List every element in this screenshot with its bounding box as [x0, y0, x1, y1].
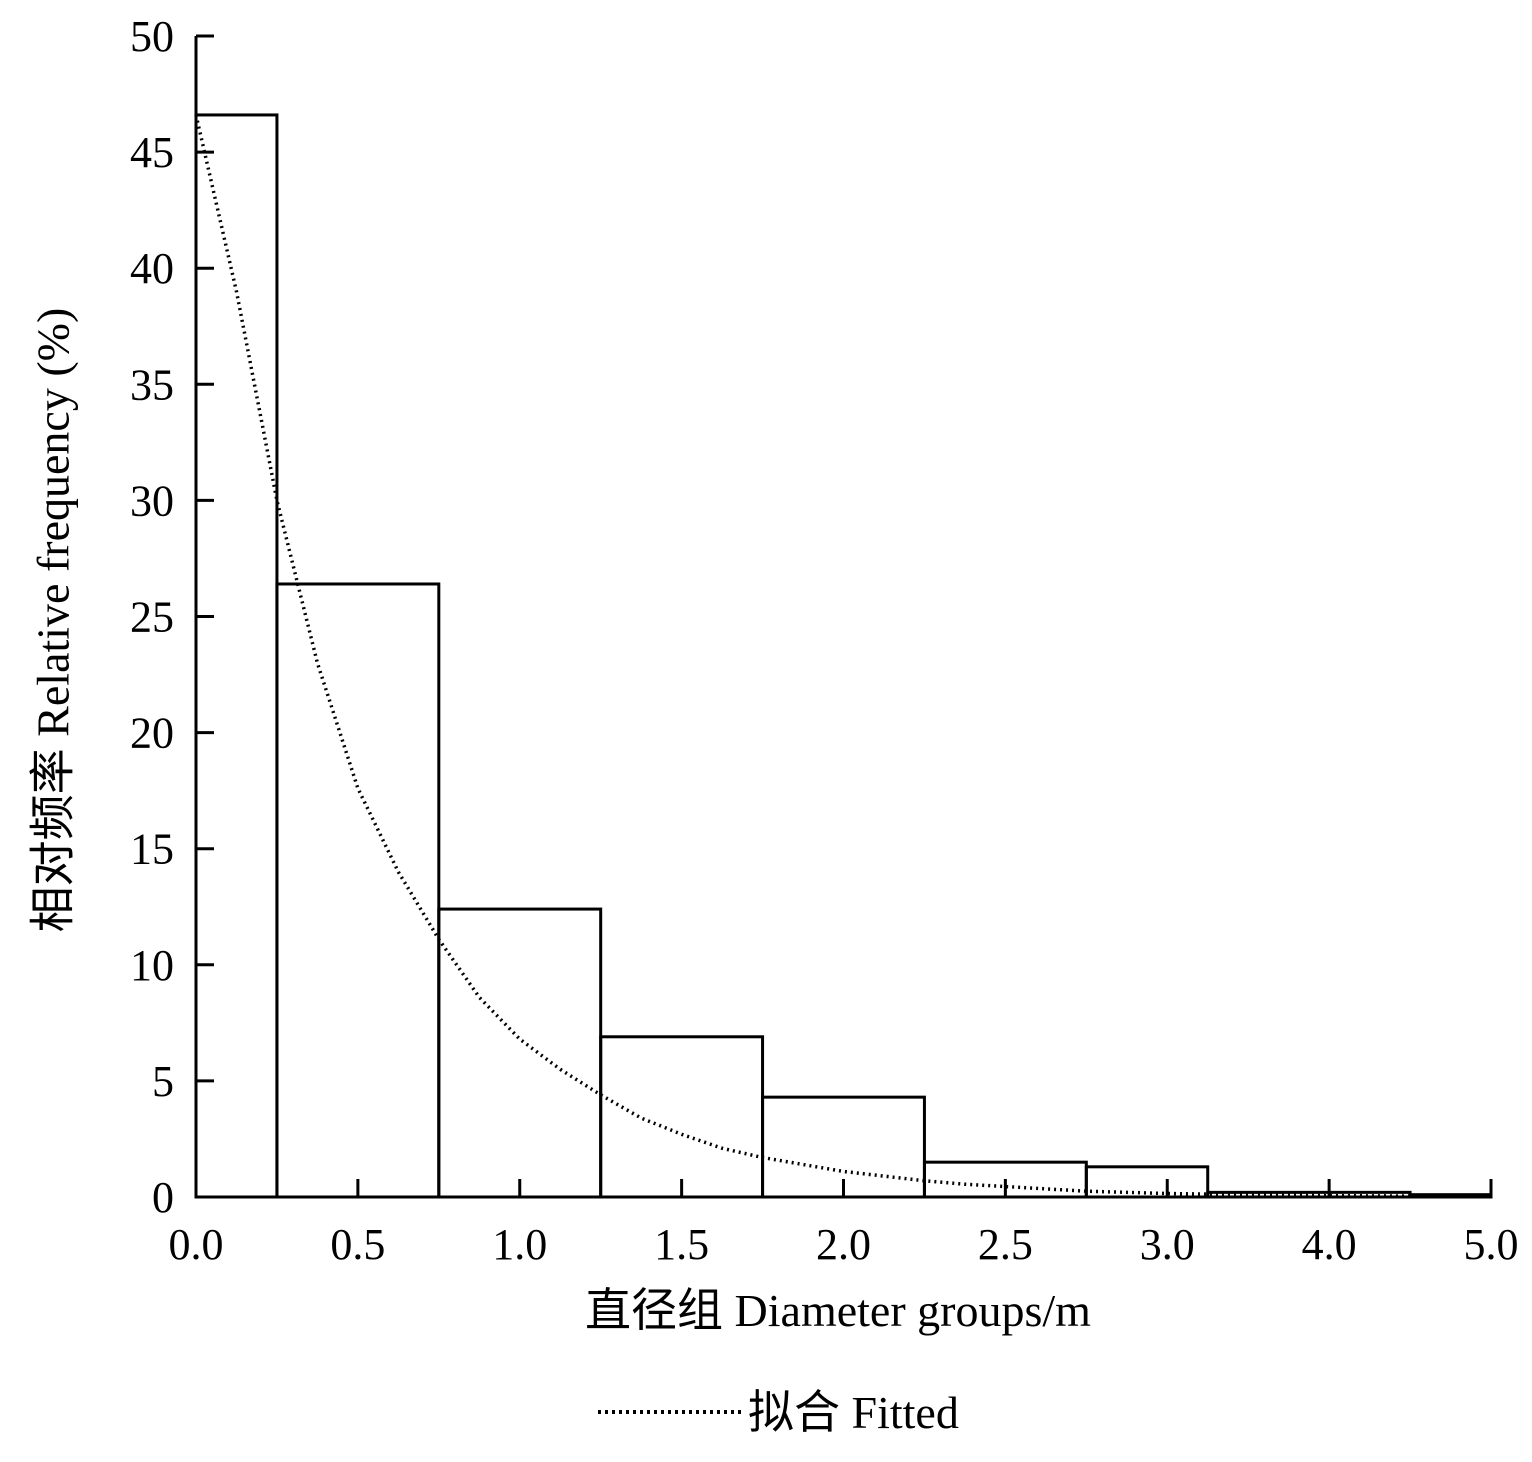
x-tick-label: 2.0 — [816, 1220, 871, 1269]
x-tick-label: 3.0 — [1140, 1220, 1195, 1269]
histogram-bar-0 — [194, 113, 279, 1199]
x-ticks: 0.0 0.5 1.0 1.5 2.0 2.5 3.0 4.0 5.0 — [169, 1179, 1519, 1269]
y-tick-label: 50 — [130, 12, 174, 61]
x-tick-label: 5.0 — [1464, 1220, 1519, 1269]
fitted-curve-layer — [194, 114, 1492, 1199]
y-tick-label: 0 — [152, 1173, 174, 1222]
y-tick-label: 20 — [130, 709, 174, 758]
y-axis-title: 相对频率 Relative frequency (%) — [28, 308, 79, 933]
x-tick-label: 0.0 — [169, 1220, 224, 1269]
y-tick-label: 40 — [130, 244, 174, 293]
y-tick-label: 5 — [152, 1057, 174, 1106]
x-axis-title: 直径组 Diameter groups/m — [585, 1285, 1091, 1336]
y-tick-label: 45 — [130, 128, 174, 177]
legend: 拟合 Fitted — [598, 1387, 959, 1438]
y-tick-label: 30 — [130, 476, 174, 525]
x-tick-label: 1.5 — [654, 1220, 709, 1269]
x-tick-label: 4.0 — [1302, 1220, 1357, 1269]
x-tick-label: 2.5 — [978, 1220, 1033, 1269]
axes-layer — [194, 36, 1491, 1199]
x-tick-label: 1.0 — [492, 1220, 547, 1269]
histogram-bar-1 — [275, 582, 441, 1199]
histogram-bar-6 — [1084, 1165, 1210, 1199]
y-tick-label: 25 — [130, 593, 174, 642]
histogram-bar-2 — [437, 907, 603, 1199]
fitted-curve — [194, 114, 1492, 1199]
y-tick-label: 10 — [130, 941, 174, 990]
y-ticks: 0 5 10 15 20 25 30 35 40 45 50 — [130, 12, 214, 1222]
y-tick-label: 15 — [130, 825, 174, 874]
y-tick-label: 35 — [130, 360, 174, 409]
bars-layer — [194, 113, 1493, 1199]
x-tick-label: 0.5 — [330, 1220, 385, 1269]
histogram-bar-3 — [599, 1035, 765, 1199]
legend-label: 拟合 Fitted — [748, 1387, 959, 1438]
